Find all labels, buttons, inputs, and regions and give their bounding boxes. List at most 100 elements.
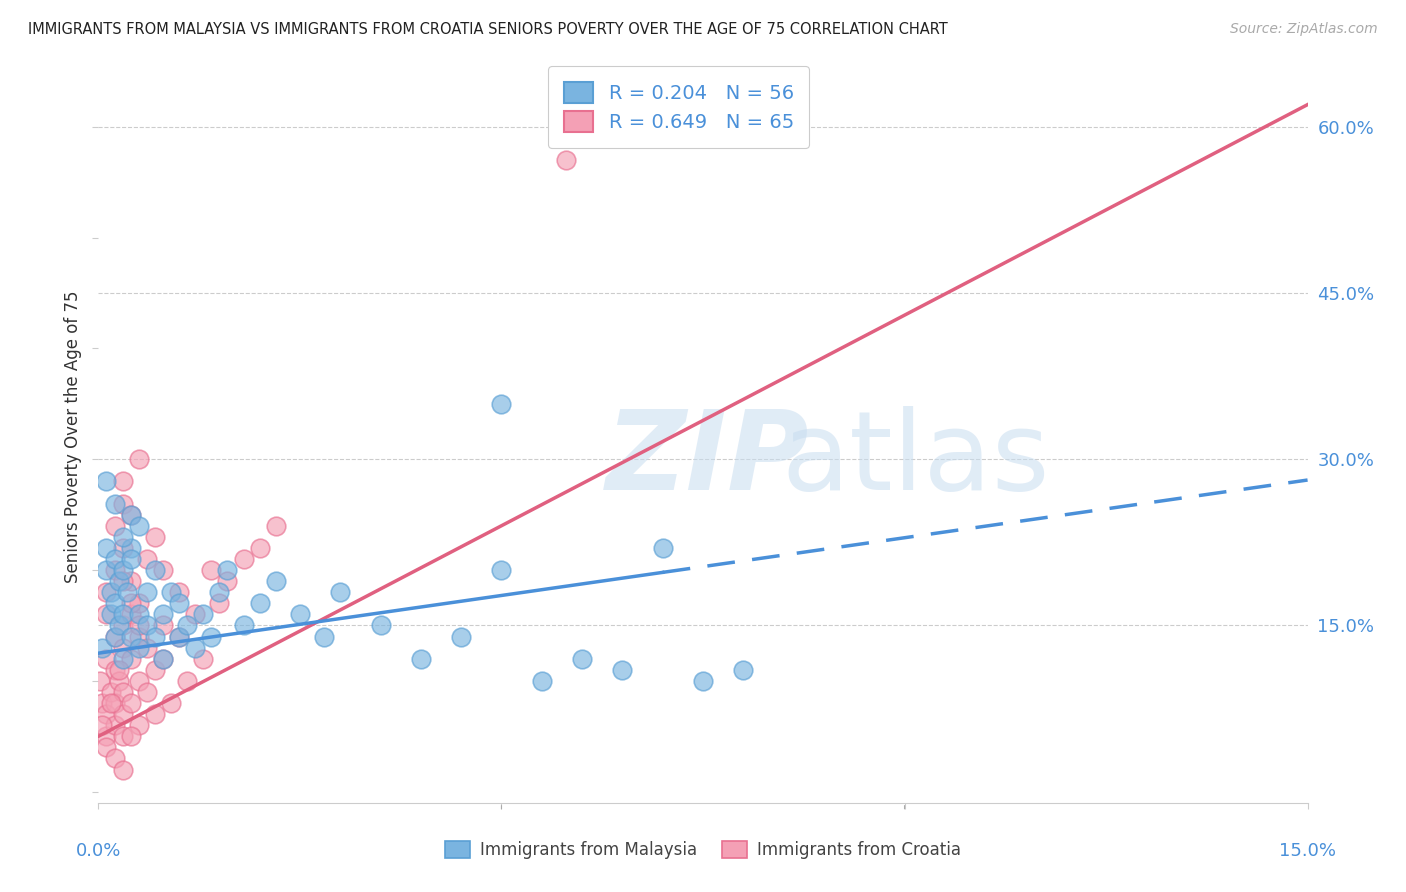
Point [111, 729, 134, 743]
Point [264, 574, 287, 589]
Point [111, 475, 134, 489]
Point [103, 518, 125, 533]
Point [160, 696, 183, 710]
Point [111, 685, 134, 699]
Legend: Immigrants from Malaysia, Immigrants from Croatia: Immigrants from Malaysia, Immigrants fro… [437, 833, 969, 868]
Text: 0.0%: 0.0% [76, 841, 121, 860]
Point [733, 663, 755, 677]
Point [107, 574, 129, 589]
Point [96, 607, 118, 622]
Point [100, 585, 122, 599]
Point [111, 607, 134, 622]
Point [111, 763, 134, 777]
Point [135, 618, 157, 632]
Point [651, 541, 673, 555]
Point [107, 663, 129, 677]
Point [111, 707, 134, 722]
Point [208, 596, 231, 610]
Point [115, 585, 138, 599]
Point [128, 596, 150, 610]
Point [96, 707, 118, 722]
Point [111, 618, 134, 632]
Point [200, 563, 222, 577]
Point [409, 651, 432, 665]
Point [120, 552, 142, 566]
Point [143, 530, 166, 544]
Point [128, 452, 150, 467]
Point [120, 596, 142, 610]
Point [135, 585, 157, 599]
Point [571, 651, 593, 665]
Point [128, 607, 150, 622]
Point [111, 640, 134, 655]
Point [120, 607, 142, 622]
Point [96, 563, 118, 577]
Point [329, 585, 352, 599]
Point [176, 673, 198, 688]
Point [184, 607, 207, 622]
Point [120, 696, 142, 710]
Point [167, 585, 190, 599]
Point [184, 640, 207, 655]
Point [128, 718, 150, 732]
Point [96, 585, 118, 599]
Point [96, 541, 118, 555]
Point [152, 651, 174, 665]
Point [143, 563, 166, 577]
Point [100, 685, 122, 699]
Point [530, 673, 553, 688]
Point [103, 596, 125, 610]
Point [152, 563, 174, 577]
Point [152, 607, 174, 622]
Text: Source: ZipAtlas.com: Source: ZipAtlas.com [1230, 22, 1378, 37]
Point [111, 563, 134, 577]
Point [111, 541, 134, 555]
Text: IMMIGRANTS FROM MALAYSIA VS IMMIGRANTS FROM CROATIA SENIORS POVERTY OVER THE AGE: IMMIGRANTS FROM MALAYSIA VS IMMIGRANTS F… [28, 22, 948, 37]
Point [107, 618, 129, 632]
Point [107, 673, 129, 688]
Point [450, 630, 472, 644]
Point [111, 574, 134, 589]
Point [91, 640, 114, 655]
Point [167, 630, 190, 644]
Point [120, 651, 142, 665]
Point [135, 640, 157, 655]
Point [103, 751, 125, 765]
Point [91, 718, 114, 732]
Point [96, 475, 118, 489]
Point [249, 541, 271, 555]
Point [120, 729, 142, 743]
Point [96, 729, 118, 743]
Point [555, 153, 578, 167]
Point [314, 630, 336, 644]
Point [100, 696, 122, 710]
Point [100, 607, 122, 622]
Point [200, 630, 222, 644]
Point [120, 508, 142, 522]
Point [120, 508, 142, 522]
Point [103, 696, 125, 710]
Point [103, 563, 125, 577]
Point [208, 585, 231, 599]
Point [103, 630, 125, 644]
Point [160, 585, 183, 599]
Point [96, 740, 118, 755]
Text: 15.0%: 15.0% [1279, 841, 1336, 860]
Text: atlas: atlas [782, 406, 1050, 513]
Point [91, 696, 114, 710]
Point [232, 618, 254, 632]
Point [249, 596, 271, 610]
Point [89, 673, 111, 688]
Point [111, 530, 134, 544]
Text: ZIP: ZIP [606, 406, 810, 513]
Point [167, 630, 190, 644]
Point [232, 552, 254, 566]
Point [491, 397, 513, 411]
Point [193, 651, 215, 665]
Point [370, 618, 392, 632]
Point [288, 607, 311, 622]
Point [135, 552, 157, 566]
Point [103, 497, 125, 511]
Point [128, 630, 150, 644]
Point [176, 618, 198, 632]
